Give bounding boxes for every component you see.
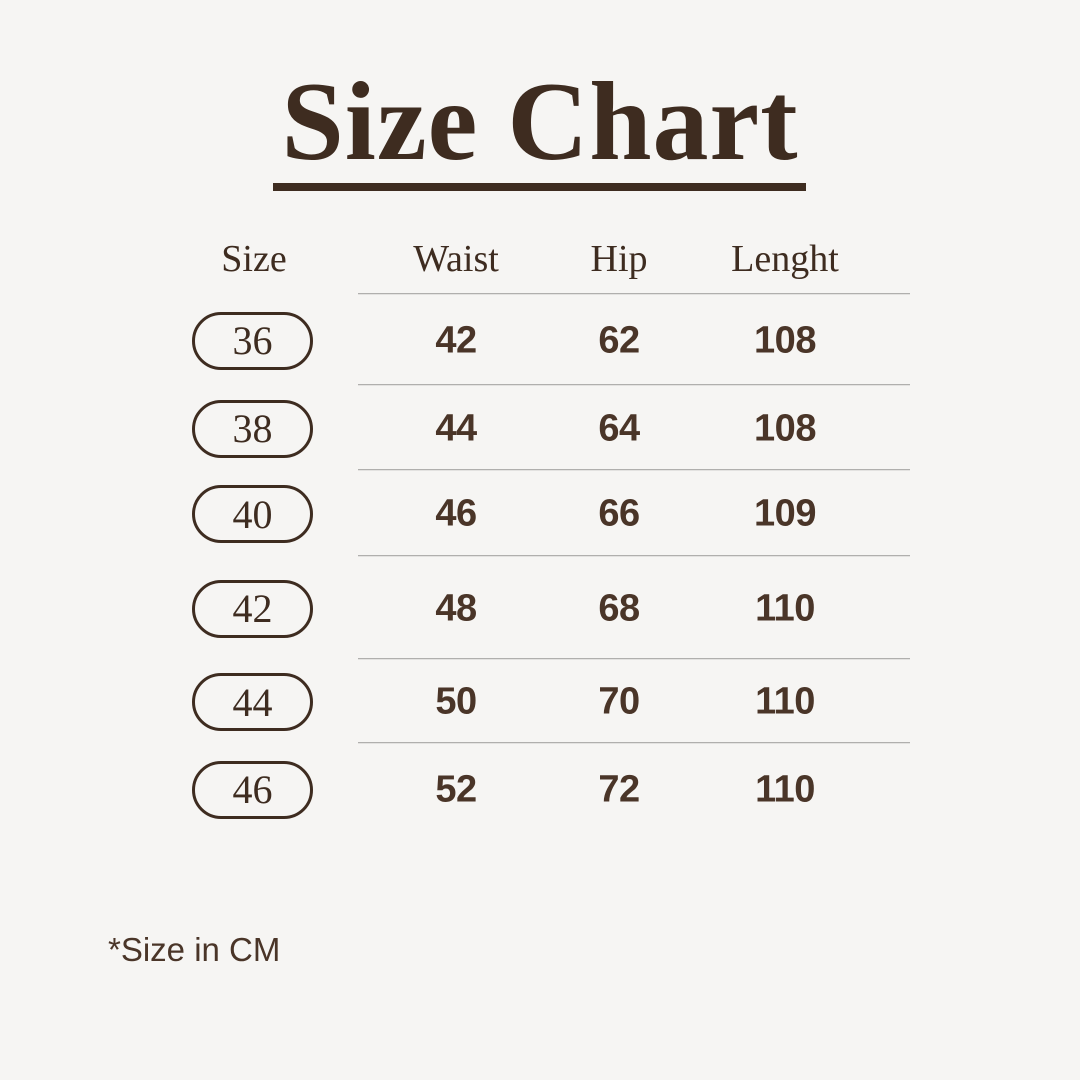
row-divider [358,469,910,471]
length-value: 110 [755,768,815,810]
size-pill: 36 [192,311,313,370]
table-row: 36 42 62 108 [192,295,910,386]
table-header-row: Size Waist Hip Lenght [192,222,910,295]
size-table: Size Waist Hip Lenght 36 42 62 108 38 44… [192,222,910,835]
table-row: 38 44 64 108 [192,386,910,471]
size-pill: 46 [192,760,313,819]
length-value: 109 [754,492,816,535]
waist-value: 44 [435,407,477,449]
size-pill: 44 [192,673,313,731]
title-underline [273,183,806,191]
waist-value: 42 [435,319,477,361]
waist-value: 48 [435,587,477,629]
size-pill: 38 [192,399,313,458]
header-divider [358,293,910,295]
waist-value: 50 [435,680,477,723]
length-value: 108 [754,319,816,361]
row-divider [358,658,910,660]
row-divider [358,555,910,557]
table-row: 46 52 72 110 [192,744,910,835]
column-header-length: Lenght [731,237,839,280]
waist-value: 46 [435,492,477,535]
hip-value: 62 [598,319,640,361]
hip-value: 70 [598,680,640,723]
length-value: 110 [755,587,815,629]
column-header-size: Size [221,237,287,280]
table-row: 40 46 66 109 [192,471,910,557]
size-pill: 42 [192,579,313,638]
waist-value: 52 [435,768,477,810]
row-divider [358,742,910,744]
size-unit-note: *Size in CM [108,931,281,968]
hip-value: 66 [598,492,640,535]
hip-value: 72 [598,768,640,810]
hip-value: 64 [598,407,640,449]
column-header-hip: Hip [590,237,648,280]
length-value: 110 [755,680,815,723]
hip-value: 68 [598,587,640,629]
page-title: Size Chart [281,60,799,184]
length-value: 108 [754,407,816,449]
row-divider [358,384,910,386]
table-row: 44 50 70 110 [192,660,910,744]
size-pill: 40 [192,485,313,543]
table-row: 42 48 68 110 [192,557,910,660]
column-header-waist: Waist [413,237,499,280]
